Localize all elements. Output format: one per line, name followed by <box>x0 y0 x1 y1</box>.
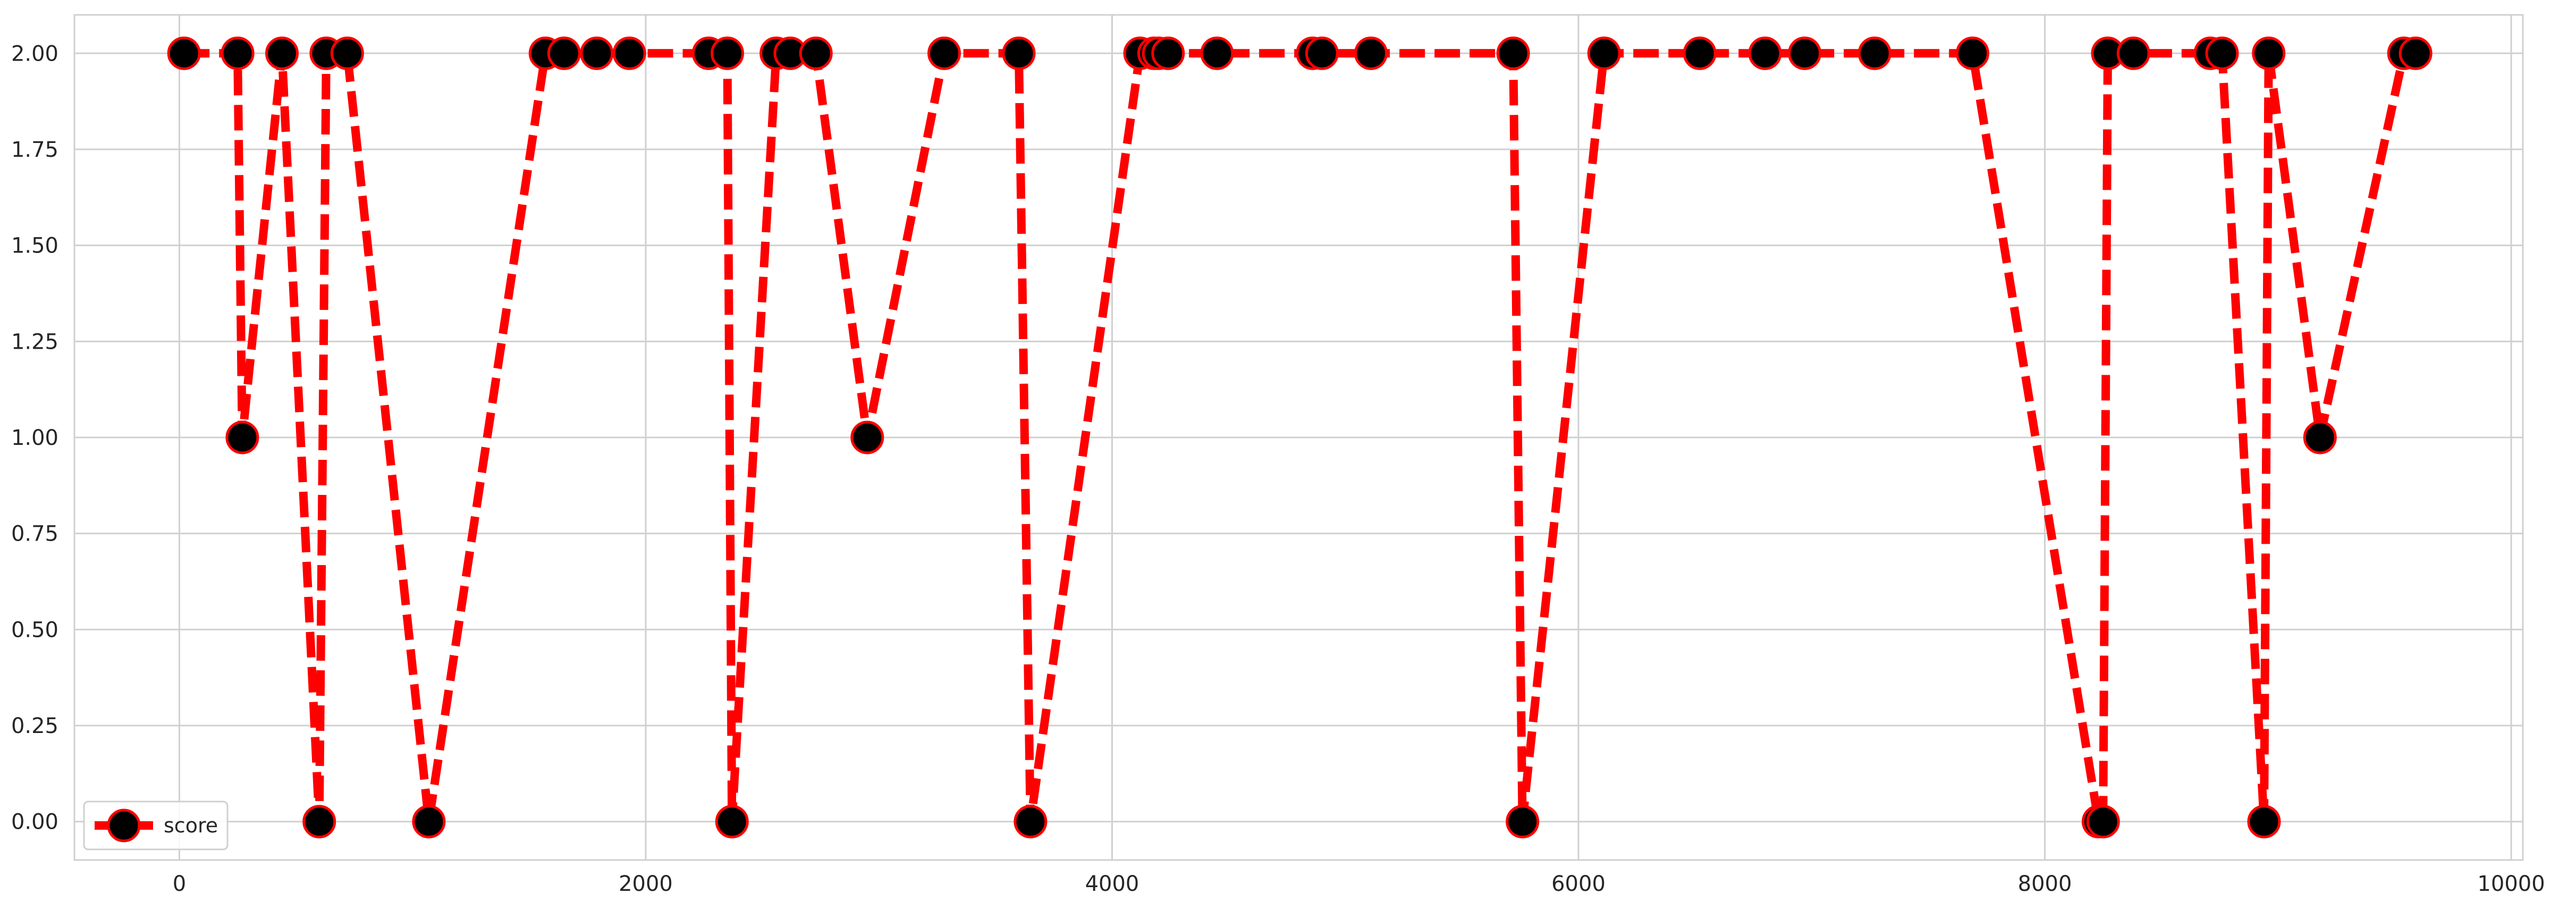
data-point <box>1857 36 1891 70</box>
y-tick-label: 2.00 <box>11 41 58 66</box>
data-point <box>547 36 581 70</box>
y-tick-label: 0.25 <box>11 714 58 738</box>
data-point <box>1200 36 1234 70</box>
data-point <box>2086 805 2120 839</box>
y-tick-label: 1.00 <box>11 426 58 450</box>
series-score <box>167 36 2433 839</box>
data-point <box>1151 36 1185 70</box>
data-point <box>1354 36 1388 70</box>
legend: score <box>83 801 229 850</box>
data-point <box>1788 36 1822 70</box>
x-tick-label: 10000 <box>2477 872 2545 896</box>
data-point <box>1683 36 1717 70</box>
x-tick-label: 0 <box>173 872 186 896</box>
y-tick-label: 1.75 <box>11 138 58 162</box>
legend-label: score <box>164 814 218 837</box>
data-point <box>1305 36 1339 70</box>
legend-marker-swatch <box>107 808 141 842</box>
y-tick-label: 1.25 <box>11 330 58 354</box>
data-point <box>167 36 201 70</box>
data-point <box>221 36 255 70</box>
data-point <box>1506 805 1540 839</box>
data-point <box>2247 805 2281 839</box>
tick-labels: 0 2000 4000 6000 8000 10000 0.00 0.25 0.50 0.75 1.… <box>11 41 2545 896</box>
data-point <box>711 36 745 70</box>
data-point <box>2252 36 2286 70</box>
y-tick-label: 0.75 <box>11 522 58 546</box>
data-point <box>715 805 749 839</box>
x-tick-label: 2000 <box>619 872 673 896</box>
data-point <box>1002 36 1036 70</box>
data-point <box>850 420 884 454</box>
data-point <box>412 805 446 839</box>
data-point <box>580 36 614 70</box>
data-point <box>799 36 833 70</box>
data-point <box>2303 420 2337 454</box>
y-tick-label: 0.00 <box>11 810 58 835</box>
data-point <box>927 36 961 70</box>
x-tick-label: 8000 <box>2018 872 2072 896</box>
data-point <box>302 805 336 839</box>
data-point <box>1013 805 1048 839</box>
data-point <box>1956 36 1990 70</box>
x-tick-label: 4000 <box>1085 872 1139 896</box>
data-point <box>2116 36 2150 70</box>
data-point <box>1748 36 1782 70</box>
x-tick-label: 6000 <box>1551 872 1606 896</box>
data-point <box>2398 36 2433 70</box>
data-point <box>330 36 364 70</box>
data-point <box>1587 36 1621 70</box>
data-point <box>2205 36 2239 70</box>
y-tick-label: 0.50 <box>11 618 58 642</box>
data-point <box>1496 36 1530 70</box>
data-point <box>265 36 299 70</box>
data-point <box>225 420 259 454</box>
data-point <box>612 36 646 70</box>
y-tick-label: 1.50 <box>11 234 58 258</box>
